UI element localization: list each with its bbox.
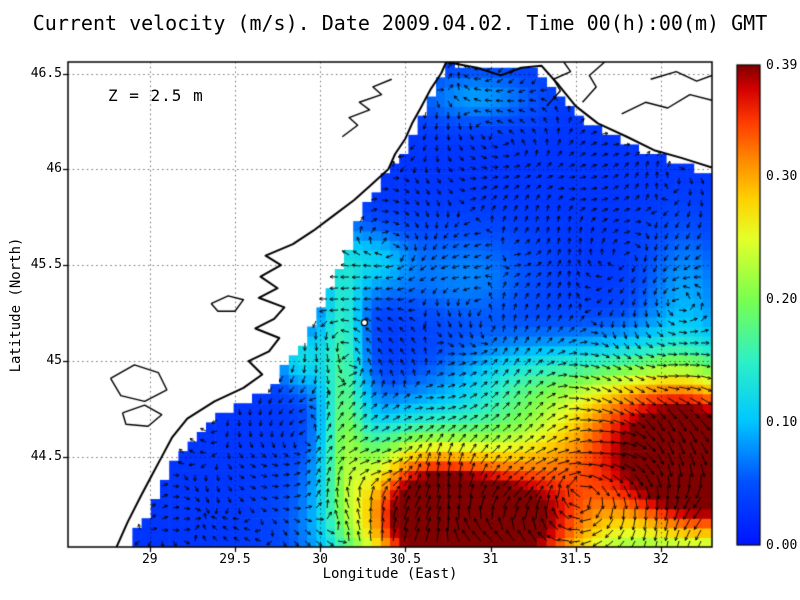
y-tick-label: 46	[46, 161, 62, 177]
x-tick-label: 30	[312, 552, 328, 567]
colorbar-tick-label: 0.30	[766, 168, 798, 184]
y-tick-label: 44.5	[30, 448, 62, 464]
x-tick-label: 31.5	[560, 552, 592, 567]
x-tick-label: 32	[653, 552, 669, 567]
depth-annotation: Z = 2.5 m	[108, 86, 204, 105]
colorbar-tick-label: 0.10	[766, 414, 798, 430]
colorbar-tick-label: 0.20	[766, 291, 798, 307]
y-tick-label: 45	[46, 353, 62, 369]
x-tick-label: 31	[482, 552, 499, 567]
y-tick-label: 46.5	[30, 65, 62, 81]
colorbar-tick-label: 0.00	[766, 538, 798, 553]
x-axis-label: Longitude (East)	[322, 566, 458, 582]
y-axis-label: Latitude (North)	[8, 237, 24, 373]
colorbar-tick-label: 0.39	[766, 58, 798, 73]
x-tick-label: 29.5	[219, 552, 251, 567]
chart-title: Current velocity (m/s). Date 2009.04.02.…	[32, 11, 768, 35]
y-tick-label: 45.5	[30, 257, 62, 273]
x-tick-label: 30.5	[389, 552, 421, 567]
x-tick-label: 29	[141, 552, 158, 567]
